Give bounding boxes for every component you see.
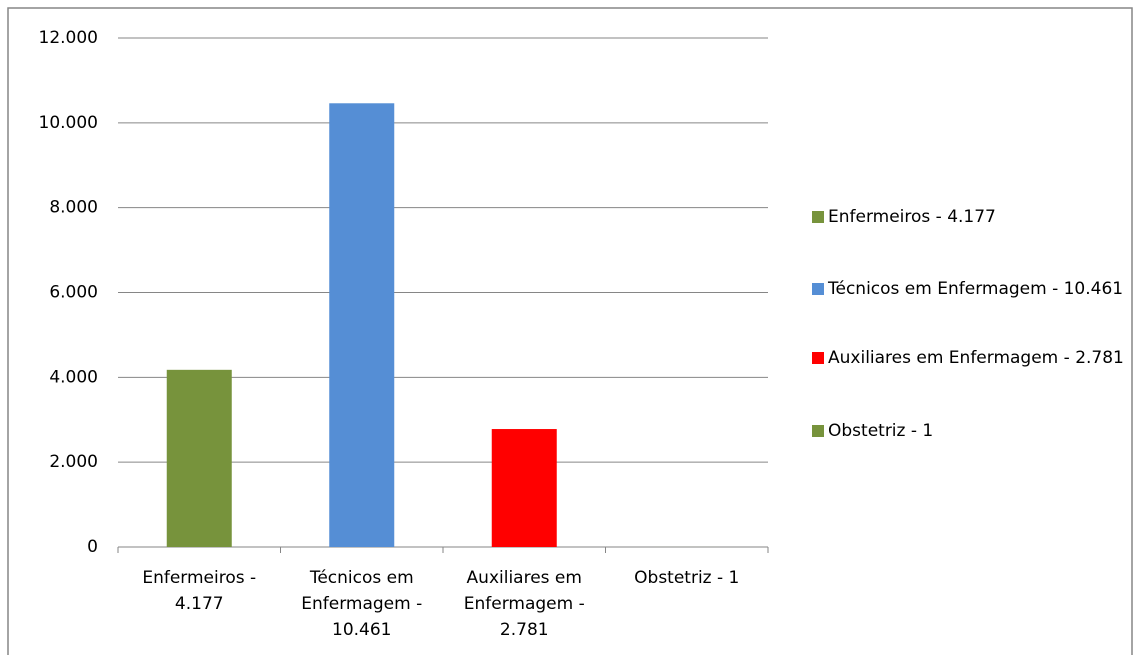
frame [7,7,1133,655]
legend-swatch [812,211,824,223]
bar [491,429,557,547]
legend-label: Enfermeiros - 4.177 [828,207,996,227]
y-tick-label: 0 [87,537,98,557]
legend-swatch [812,352,824,364]
y-tick-label: 4.000 [49,367,98,387]
legend-label: Auxiliares em Enfermagem - 2.781 [828,348,1124,368]
y-tick-label: 2.000 [49,452,98,472]
legend-label: Obstetriz - 1 [828,421,934,441]
x-tick-label: Obstetriz - 1 [634,568,740,588]
x-tick-label: Enfermeiros - 4.177 [142,568,257,614]
x-tick-label: Auxiliares em Enfermagem - 2.781 [463,568,585,640]
legend-swatch [812,425,824,437]
y-tick-label: 10.000 [39,113,98,133]
y-tick-label: 6.000 [49,283,98,303]
bar [166,369,232,547]
y-tick-label: 12.000 [39,28,98,48]
bar [329,103,395,548]
y-tick-label: 8.000 [49,198,98,218]
legend-swatch [812,283,824,295]
x-tick-label: Técnicos em Enfermagem - 10.461 [301,568,423,640]
legend-label: Técnicos em Enfermagem - 10.461 [828,279,1124,299]
